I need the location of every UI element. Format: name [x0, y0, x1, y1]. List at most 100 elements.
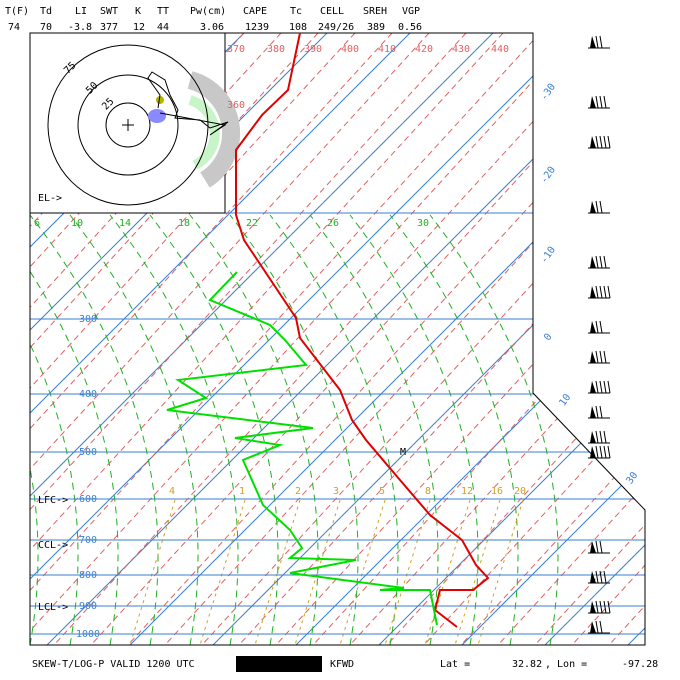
barb-feather — [595, 320, 599, 334]
label: 1239 — [245, 22, 269, 33]
label: 4 — [169, 486, 175, 497]
label: 400 — [79, 389, 97, 400]
moist-adiabat — [229, 214, 359, 645]
label: , Lon = — [545, 659, 587, 670]
barb-feather — [595, 620, 599, 634]
barb-feather — [603, 570, 607, 584]
barb-flag — [590, 571, 596, 583]
label: -3.8 — [68, 22, 92, 33]
label: -30 — [539, 82, 558, 103]
label: 0 — [542, 332, 554, 343]
label: 390 — [304, 44, 322, 55]
label: 440 — [491, 44, 509, 55]
barb-feather — [607, 380, 611, 394]
label: SKEW-T/LOG-P VALID 1200 UTC — [32, 659, 195, 670]
label: 900 — [79, 601, 97, 612]
label: 377 — [100, 22, 118, 33]
label: 1000 — [76, 629, 100, 640]
isotherm — [30, 33, 494, 645]
label: 8 — [425, 486, 431, 497]
label: 6 — [34, 218, 40, 229]
hodograph — [47, 44, 241, 206]
barb-feather — [603, 350, 607, 364]
dry-adiabat — [201, 33, 645, 645]
label: SREH — [363, 6, 387, 17]
hodograph-trace — [147, 71, 229, 136]
label: Pw(cm) — [190, 6, 226, 17]
label: EL-> — [38, 193, 62, 204]
barb-feather — [599, 600, 603, 614]
label: SWT — [100, 6, 118, 17]
dry-adiabat — [164, 33, 645, 645]
barb-feather — [599, 350, 603, 364]
mixing-ratio — [384, 499, 431, 645]
barb-feather — [607, 285, 611, 299]
barb-flag — [590, 541, 596, 553]
label: 380 — [267, 44, 285, 55]
label: 420 — [415, 44, 433, 55]
label: -20 — [539, 165, 558, 186]
isotherm — [30, 33, 577, 645]
label: 22 — [246, 218, 258, 229]
label: Lat = — [440, 659, 470, 670]
barb-feather — [595, 405, 599, 419]
isotherm — [461, 33, 645, 645]
barb-feather — [595, 570, 599, 584]
label: 12 — [133, 22, 145, 33]
label: 26 — [327, 218, 339, 229]
dry-adiabat — [30, 33, 319, 645]
hodo-ring — [47, 44, 209, 206]
label: 32.82 — [512, 659, 542, 670]
dry-adiabat — [460, 33, 645, 645]
barb-feather — [599, 35, 603, 49]
dry-adiabat — [30, 33, 467, 645]
dry-adiabat — [30, 33, 504, 645]
label: 1 — [239, 486, 245, 497]
mixing-ratio — [454, 499, 501, 645]
barb-flag — [590, 36, 596, 48]
barb-feather — [595, 380, 599, 394]
barb-flag — [590, 136, 596, 148]
dry-adiabat — [349, 33, 645, 645]
moist-adiabat — [69, 214, 199, 645]
barb-feather — [595, 200, 599, 214]
plot-border — [29, 32, 646, 646]
label: 300 — [79, 314, 97, 325]
label: 20 — [514, 486, 526, 497]
barb-flag — [590, 286, 596, 298]
barb-feather — [595, 135, 599, 149]
hodo-ring — [105, 102, 151, 148]
labels: T(F) Td LI SWT K TT Pw(cm) CAPE Tc CELL SREH VGP 74 7… — [5, 6, 658, 670]
label: 3 — [333, 486, 339, 497]
barb-feather — [603, 95, 607, 109]
label: LI — [75, 6, 87, 17]
label: 30 — [417, 218, 429, 229]
barb-flag — [590, 431, 596, 443]
hodo-center — [122, 119, 134, 131]
label: 108 — [289, 22, 307, 33]
dry-adiabat — [30, 33, 578, 645]
temperature-profile — [235, 32, 490, 628]
barb-feather — [603, 380, 607, 394]
label: 70 — [40, 22, 52, 33]
barb-feather — [599, 445, 603, 459]
mixing-ratio — [254, 499, 301, 645]
moist-adiabat — [189, 214, 319, 645]
label: 5 — [379, 486, 385, 497]
barb-feather — [595, 35, 599, 49]
dewpoint-profile — [166, 271, 438, 626]
label: VGP — [402, 6, 420, 17]
barb-feather — [607, 135, 611, 149]
moist-adiabat — [429, 214, 559, 645]
label: LCL-> — [38, 602, 68, 613]
barb-feather — [603, 600, 607, 614]
label: 44 — [157, 22, 169, 33]
hodo-ring — [77, 74, 179, 176]
label: CELL — [320, 6, 344, 17]
dry-adiabat — [238, 33, 645, 645]
barb-flag — [590, 351, 596, 363]
label: 2 — [295, 486, 301, 497]
label: Tc — [290, 6, 302, 17]
barb-feather — [603, 445, 607, 459]
label: 700 — [79, 535, 97, 546]
